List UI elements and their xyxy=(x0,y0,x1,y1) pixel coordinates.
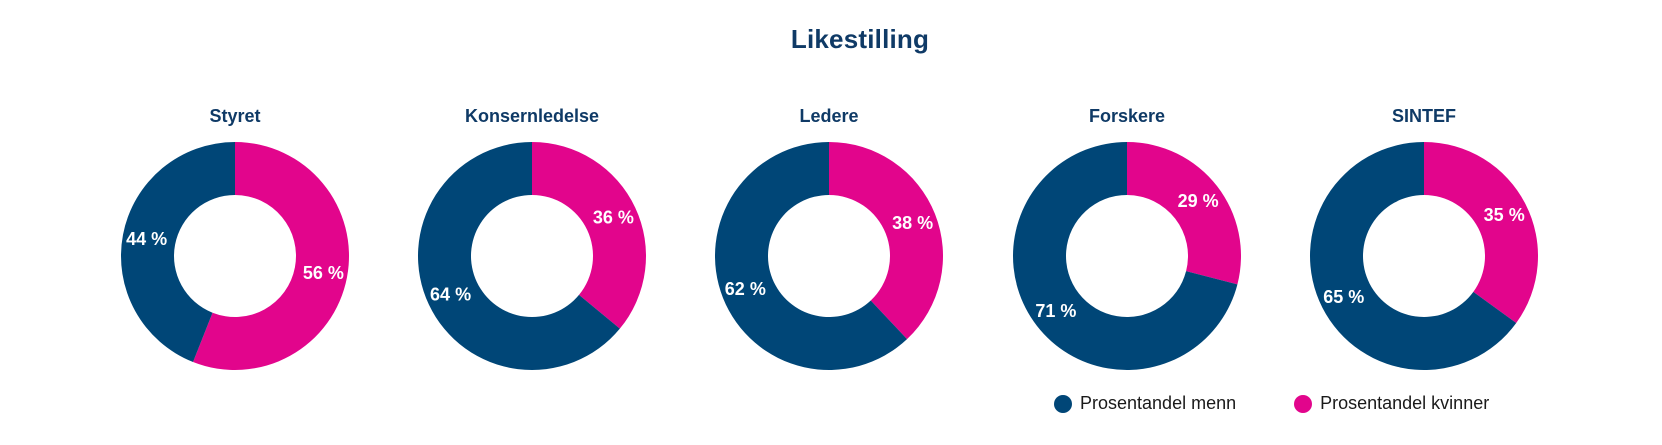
donut-sintef: 35 % 65 % xyxy=(1310,142,1538,371)
data-label-kvinner-styret: 56 % xyxy=(303,263,344,283)
legend-swatch-kvinner xyxy=(1294,394,1313,413)
donut-forskere: 29 % 71 % xyxy=(1012,142,1241,370)
slice-kvinner-sintef xyxy=(1424,142,1538,324)
data-label-menn-konsernledelse: 64 % xyxy=(430,284,471,304)
panel-title-ledere: Ledere xyxy=(799,106,859,126)
slice-menn-ledere xyxy=(715,142,908,370)
slice-menn-konsernledelse xyxy=(417,142,620,370)
legend: Prosentandel menn Prosentandel kvinner xyxy=(1054,393,1489,414)
donut-ledere: 38 % 62 % xyxy=(715,142,944,370)
data-label-menn-forskere: 71 % xyxy=(1035,301,1076,321)
donut-konsernledelse: 36 % 64 % xyxy=(417,142,646,370)
data-label-menn-sintef: 65 % xyxy=(1323,287,1364,307)
legend-label-kvinner: Prosentandel kvinner xyxy=(1320,393,1490,413)
chart-title: Likestilling xyxy=(790,24,930,54)
slice-kvinner-forskere xyxy=(1127,142,1241,285)
data-label-kvinner-sintef: 35 % xyxy=(1484,205,1525,225)
data-label-menn-styret: 44 % xyxy=(126,229,167,249)
data-label-kvinner-konsernledelse: 36 % xyxy=(593,208,634,228)
slice-menn-styret xyxy=(121,142,235,362)
slice-kvinner-ledere xyxy=(829,142,944,340)
legend-label-menn: Prosentandel menn xyxy=(1080,393,1237,413)
legend-item-menn: Prosentandel menn xyxy=(1054,393,1236,414)
slice-kvinner-konsernledelse xyxy=(532,142,646,329)
data-label-menn-ledere: 62 % xyxy=(725,279,766,299)
slice-kvinner-styret xyxy=(193,142,349,370)
donut-styret: 56 % 44 % xyxy=(121,142,349,370)
legend-item-kvinner: Prosentandel kvinner xyxy=(1294,393,1489,414)
slice-menn-forskere xyxy=(1012,142,1238,370)
data-label-kvinner-forskere: 29 % xyxy=(1178,191,1219,211)
legend-swatch-menn xyxy=(1054,394,1072,413)
data-label-kvinner-ledere: 38 % xyxy=(892,213,933,233)
panel-title-forskere: Forskere xyxy=(1088,106,1166,126)
panel-title-styret: Styret xyxy=(209,106,261,126)
panel-title-konsernledelse: Konsernledelse xyxy=(464,106,600,126)
panel-title-sintef: SINTEF xyxy=(1391,106,1456,126)
slice-menn-sintef xyxy=(1310,142,1517,371)
